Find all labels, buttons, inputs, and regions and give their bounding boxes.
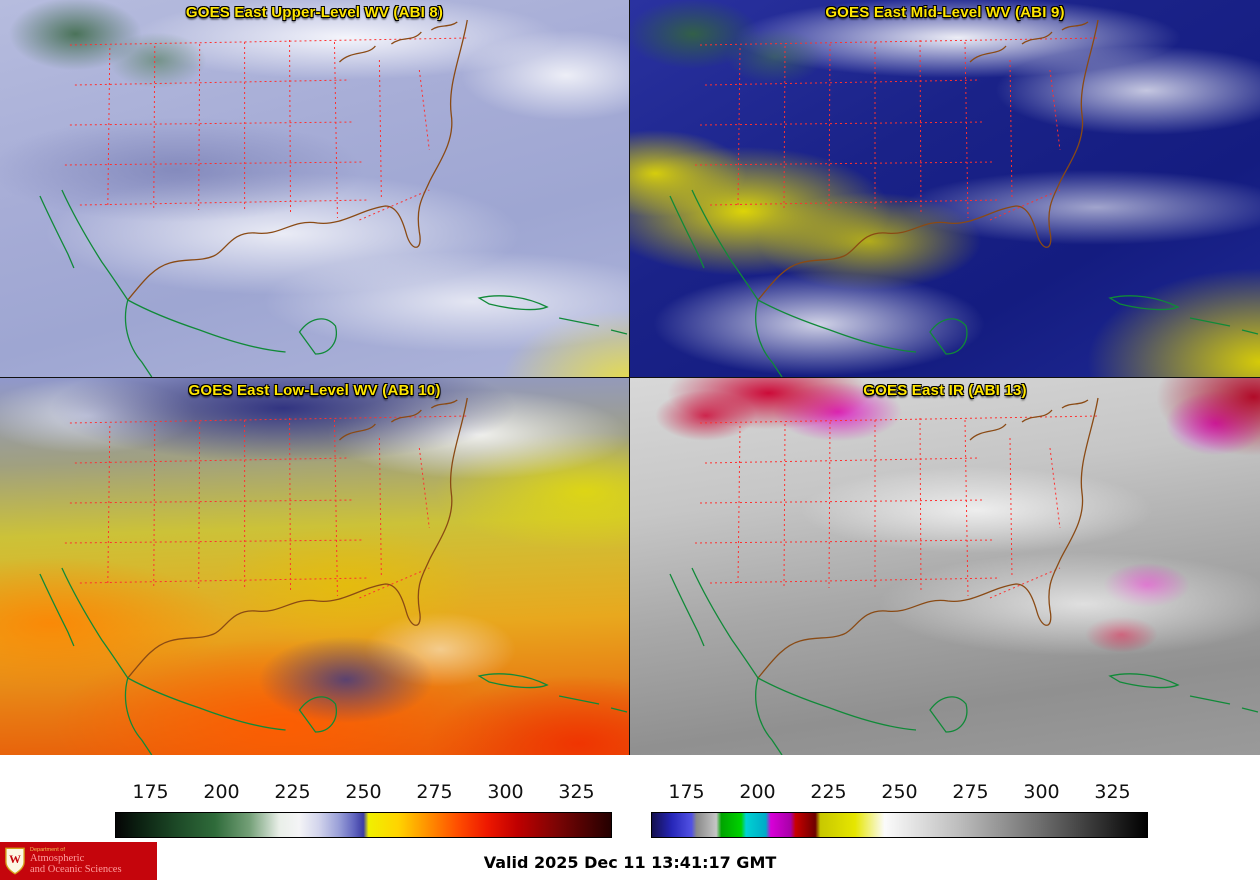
map-overlay-icon — [669, 397, 1259, 755]
tick-label: 275 — [952, 781, 989, 803]
logo-line-1: Atmospheric — [30, 853, 85, 864]
logo-dept-line: Department of — [30, 847, 65, 853]
satellite-panels-grid: GOES East Upper-Level WV (ABI 8) GOES Ea… — [0, 0, 1260, 755]
footer: 175 200 225 250 275 300 325 175 200 225 … — [0, 755, 1260, 880]
tick-label: 300 — [487, 781, 524, 803]
map-overlay-icon — [39, 19, 628, 377]
tick-label: 175 — [132, 781, 169, 803]
ir-colorbar-group: 175 200 225 250 275 300 325 — [651, 755, 1148, 845]
uw-crest-icon: W — [5, 847, 25, 875]
tick-label: 175 — [668, 781, 705, 803]
map-overlay-icon — [39, 397, 628, 755]
ir-colorbar — [651, 812, 1148, 838]
panel-upper-level-wv: GOES East Upper-Level WV (ABI 8) — [0, 0, 629, 377]
tick-label: 275 — [416, 781, 453, 803]
panel-low-level-wv: GOES East Low-Level WV (ABI 10) — [0, 378, 629, 755]
tick-label: 225 — [274, 781, 311, 803]
panel-title-upper-wv: GOES East Upper-Level WV (ABI 8) — [185, 4, 444, 21]
map-overlay-icon — [669, 19, 1259, 377]
uw-aos-logo: W Department of Atmospheric and Oceanic … — [0, 842, 157, 880]
wv-colorbar-ticks: 175 200 225 250 275 300 325 — [115, 781, 612, 803]
tick-label: 200 — [203, 781, 240, 803]
svg-text:W: W — [9, 852, 21, 866]
tick-label: 300 — [1023, 781, 1060, 803]
logo-text: Department of Atmospheric and Oceanic Sc… — [30, 847, 122, 875]
tick-label: 225 — [810, 781, 847, 803]
wv-colorbar-group: 175 200 225 250 275 300 325 — [115, 755, 612, 845]
ir-colorbar-ticks: 175 200 225 250 275 300 325 — [651, 781, 1148, 803]
tick-label: 325 — [558, 781, 595, 803]
panel-title-mid-wv: GOES East Mid-Level WV (ABI 9) — [825, 4, 1065, 21]
logo-line-2: and Oceanic Sciences — [30, 864, 122, 875]
tick-label: 325 — [1094, 781, 1131, 803]
tick-label: 200 — [739, 781, 776, 803]
panel-ir: GOES East IR (ABI 13) — [630, 378, 1260, 755]
valid-time: Valid 2025 Dec 11 13:41:17 GMT — [483, 853, 777, 872]
tick-label: 250 — [345, 781, 382, 803]
panel-title-low-wv: GOES East Low-Level WV (ABI 10) — [188, 382, 441, 399]
panel-title-ir: GOES East IR (ABI 13) — [863, 382, 1027, 399]
tick-label: 250 — [881, 781, 918, 803]
panel-mid-level-wv: GOES East Mid-Level WV (ABI 9) — [630, 0, 1260, 377]
wv-colorbar — [115, 812, 612, 838]
